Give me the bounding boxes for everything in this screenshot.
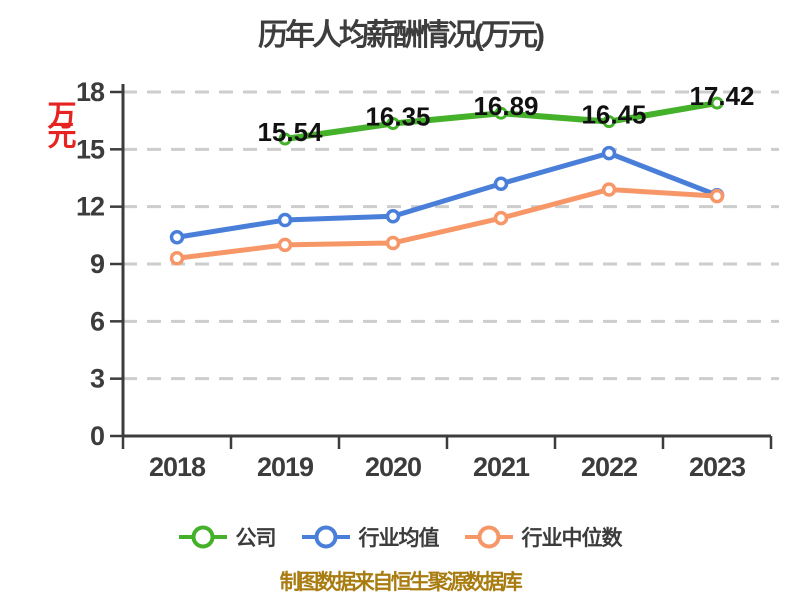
x-tick-label: 2022 [581,452,637,482]
x-tick-label: 2023 [689,452,746,482]
data-point-industry_avg [277,212,293,228]
point-value-label: 17.42 [689,81,754,111]
point-value-label: 16.35 [365,102,430,132]
data-point-company [278,132,292,146]
x-tick-label: 2018 [149,452,206,482]
chart-title: 历年人均薪酬情况(万元) [258,19,545,52]
legend-item-company: 公司 [178,522,277,552]
legend-label-industry-average: 行业均值 [358,527,440,550]
industry-median-series-marker-icon [464,524,513,550]
data-source-caption: 制图数据来自恒生聚源数据库 [279,571,523,594]
chart-legend: 公司 行业均值 行业中位数 [0,514,800,560]
legend-label-company: 公司 [235,527,277,550]
series-line-industry_avg [174,150,720,240]
data-point-company [602,115,616,129]
x-tick-label: 2019 [257,452,314,482]
data-point-company [710,96,724,110]
y-tick-label: 3 [90,364,105,394]
y-tick-label: 15 [76,134,105,164]
y-tick-label: 18 [76,77,105,107]
company-series-marker-icon [178,524,227,550]
data-point-industry_median [385,235,401,251]
data-point-company [494,106,508,120]
y-tick-label: 0 [90,421,104,451]
x-tick-label: 2020 [365,452,421,482]
data-point-industry_median [493,210,509,226]
data-point-industry_median [601,182,617,197]
point-value-label: 16.45 [581,100,646,130]
series-line-industry_median [174,186,720,261]
legend-item-industry-median: 行业中位数 [464,522,623,552]
data-point-industry_avg [385,208,401,224]
data-point-industry_avg [169,229,185,245]
point-value-label: 15.54 [257,117,323,147]
data-point-industry_median [277,237,293,253]
data-point-company [386,117,400,131]
data-point-industry_median [709,188,725,204]
y-tick-label: 9 [90,249,105,279]
y-axis-unit-label: 万元 [43,100,75,140]
legend-label-industry-median: 行业中位数 [521,527,623,550]
data-point-industry_median [169,251,185,266]
industry-average-series-marker-icon [301,524,350,550]
y-tick-label: 12 [76,192,104,222]
x-tick-label: 2021 [473,452,530,482]
data-point-industry_avg [601,145,617,161]
point-value-label: 16.89 [473,91,538,121]
y-tick-label: 6 [90,306,105,336]
data-point-industry_avg [493,176,509,191]
legend-item-industry-average: 行业均值 [301,522,440,552]
